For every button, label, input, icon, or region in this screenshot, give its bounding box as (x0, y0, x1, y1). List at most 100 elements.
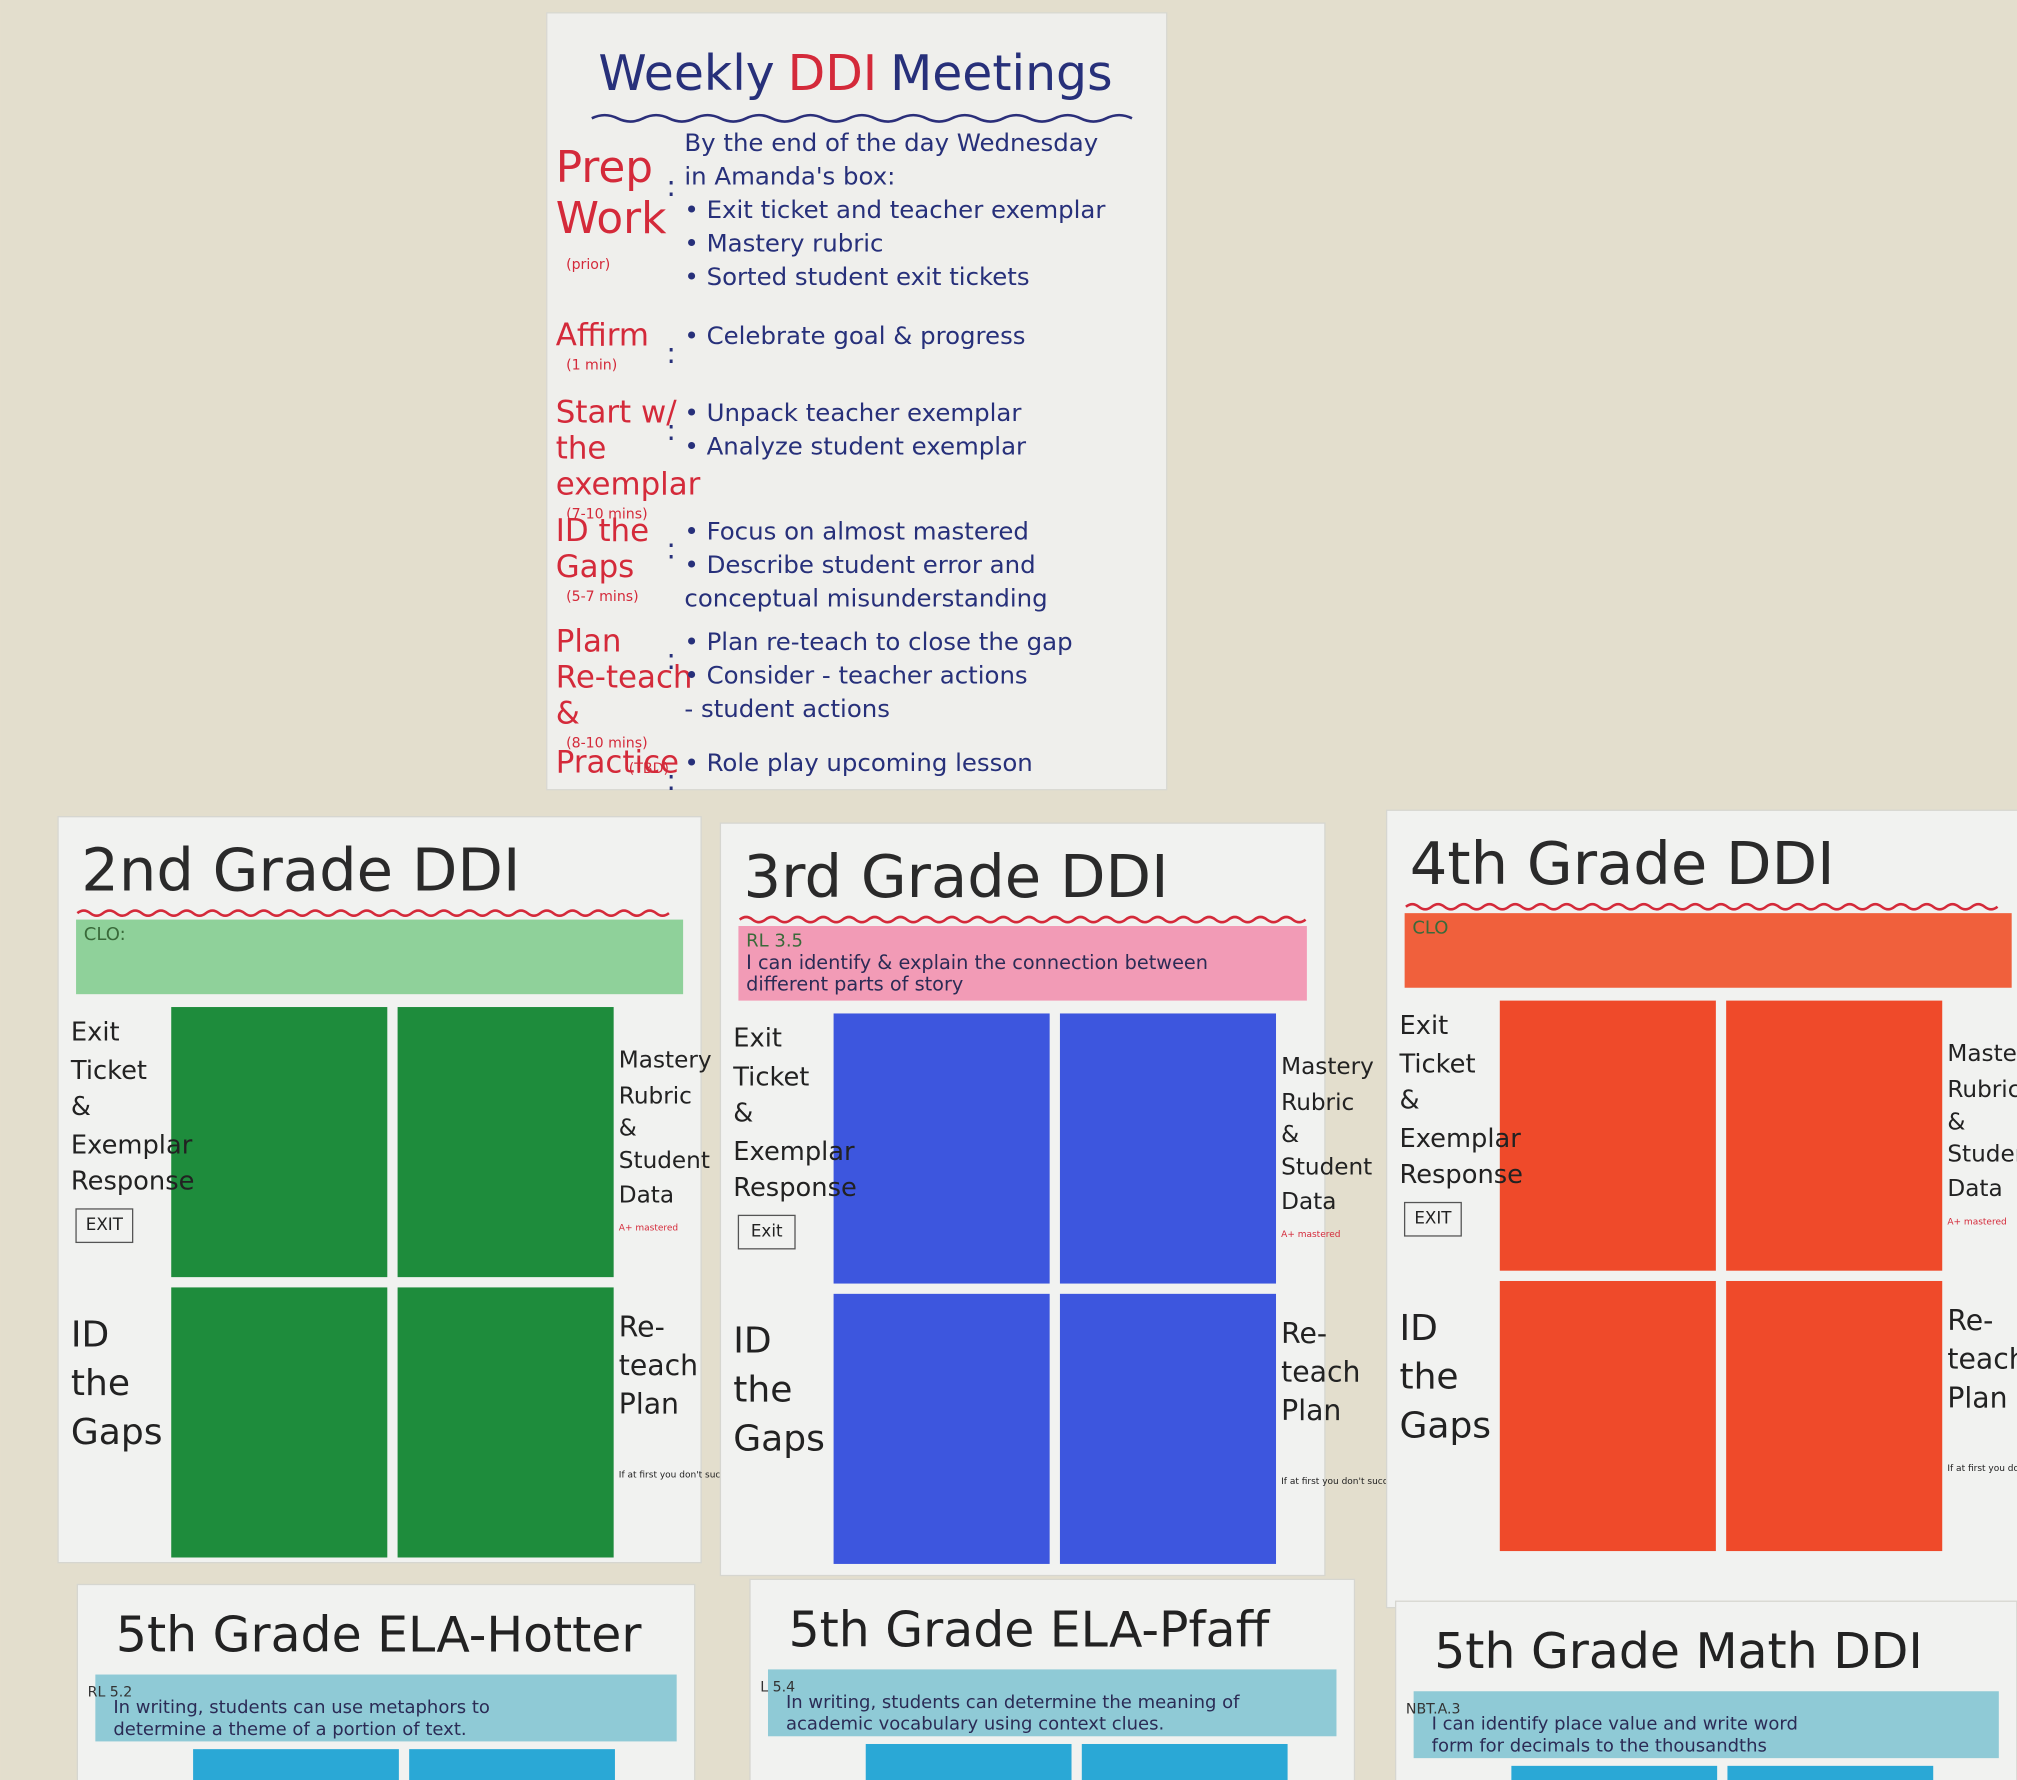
side-label: EXIT (1414, 1208, 1452, 1228)
clo-band (76, 919, 684, 995)
section-note: (TBD) (629, 761, 669, 777)
color-square (171, 1287, 388, 1558)
poster-title: 3rd Grade DDI (744, 842, 1169, 911)
color-square (193, 1749, 399, 1780)
section-label: Gaps (556, 549, 635, 585)
color-square (1059, 1293, 1277, 1564)
clo-code: NBT.A.3 (1406, 1701, 1461, 1717)
section-item: • Consider - teacher actions (684, 661, 1027, 690)
side-label: Rubric (619, 1084, 692, 1110)
clo-text: In writing, students can determine the m… (786, 1692, 1240, 1713)
section-label: Re-teach (556, 660, 693, 696)
colon: : (666, 643, 676, 676)
clo-text: determine a theme of a portion of text. (113, 1719, 466, 1740)
section-item: conceptual misunderstanding (684, 583, 1047, 612)
section-label: & (556, 696, 580, 732)
section-label: ID the (556, 513, 649, 549)
color-square (865, 1743, 1072, 1780)
clo-band (738, 926, 1307, 1001)
side-label: Exit (751, 1221, 783, 1241)
section-item: • Focus on almost mastered (684, 516, 1029, 545)
side-label: Plan (1947, 1381, 2007, 1414)
clo-text: I can identify & explain the connection … (746, 951, 1208, 974)
side-label: Mastery (619, 1048, 712, 1074)
clo-band (95, 1674, 677, 1742)
clo-band (1413, 1691, 1999, 1759)
exit-box (737, 1214, 796, 1250)
side-label: If at first you don't succeed (619, 1471, 742, 1481)
exit-box (75, 1208, 134, 1244)
title-word: DDI (788, 45, 878, 102)
side-label: teach (619, 1349, 698, 1382)
clo-band (1404, 913, 2012, 988)
side-label: Ticket (70, 1056, 147, 1086)
side-label: If at first you don't succeed (1947, 1464, 2017, 1474)
colon: : (666, 532, 676, 565)
section-label: Plan (556, 624, 622, 660)
side-label: Exemplar (1399, 1124, 1521, 1154)
color-square (833, 1013, 1050, 1284)
color-square (1511, 1765, 1718, 1780)
section-label: exemplar (556, 467, 701, 503)
side-label: Mastery (1281, 1054, 1374, 1080)
side-label: A+ mastered (1947, 1217, 2006, 1227)
color-square (1059, 1013, 1277, 1284)
side-label: Plan (619, 1388, 679, 1421)
section-note: (1 min) (566, 357, 617, 373)
clo-text: I can identify place value and write wor… (1432, 1714, 1798, 1735)
poster-title: 5th Grade ELA-Hotter (116, 1607, 642, 1664)
color-square (1081, 1743, 1288, 1780)
clo-code: L 5.4 (760, 1679, 795, 1695)
side-label: & (1281, 1122, 1299, 1148)
side-label: Mastery (1947, 1041, 2017, 1067)
clo-text: CLO (1412, 918, 1448, 939)
side-label: Exemplar (71, 1130, 193, 1160)
clo-text: RL 3.5 (746, 930, 803, 951)
poster-title: Weekly DDI Meetings (598, 45, 1112, 102)
color-square (171, 1007, 388, 1278)
side-label: teach (1281, 1356, 1360, 1389)
grade-poster: 4th Grade DDI CLO Exit Ticket & Exemplar Respo… (1385, 809, 2017, 1609)
poster-title: 4th Grade DDI (1410, 829, 1835, 898)
side-label: Response (1399, 1160, 1523, 1190)
side-label: Re- (1281, 1317, 1327, 1350)
clo-text: In writing, students can use metaphors t… (113, 1697, 490, 1718)
clo-text: academic vocabulary using context clues. (786, 1714, 1164, 1735)
side-label: Rubric (1281, 1090, 1354, 1116)
side-label: Re- (619, 1311, 665, 1344)
bottom-poster: 5th Grade ELA-Hotter RL 5.2In writing, st… (76, 1583, 696, 1780)
side-label: Rubric (1947, 1077, 2017, 1103)
side-label: Data (619, 1183, 674, 1209)
section-item: • Describe student error and (684, 550, 1035, 579)
section-note: (prior) (566, 257, 610, 273)
section-item: • Unpack teacher exemplar (684, 398, 1022, 427)
side-label: Data (1947, 1176, 2002, 1202)
section-note: (5-7 mins) (566, 589, 639, 605)
colon: : (666, 764, 676, 797)
side-label: Gaps (1399, 1406, 1491, 1447)
clo-text: form for decimals to the thousandths (1432, 1736, 1767, 1757)
side-label: Student (619, 1148, 710, 1174)
side-label: the (1399, 1357, 1458, 1398)
side-label: ID (733, 1321, 771, 1362)
section-item: • Analyze student exemplar (684, 432, 1027, 461)
section-note: (7-10 mins) (566, 506, 648, 522)
colon: : (666, 170, 676, 203)
side-label: If at first you don't succeed (1281, 1477, 1404, 1487)
bottom-poster: 5th Grade ELA-Pfaff L 5.4In writing, stud… (749, 1578, 1356, 1780)
side-label: Ticket (1398, 1049, 1475, 1079)
meeting-poster (546, 12, 1168, 791)
colon: : (666, 414, 676, 447)
section-item: - student actions (684, 694, 890, 723)
section-label: the (556, 431, 607, 467)
side-label: Exemplar (733, 1137, 855, 1167)
side-label: ID (1399, 1308, 1437, 1349)
color-square (1726, 1280, 1943, 1552)
section-item: By the end of the day Wednesday (684, 128, 1098, 157)
clo-text: CLO: (84, 924, 126, 945)
side-label: Response (733, 1173, 857, 1203)
side-label: Gaps (71, 1412, 163, 1453)
side-label: Response (71, 1166, 195, 1196)
section-item: • Role play upcoming lesson (684, 748, 1032, 777)
